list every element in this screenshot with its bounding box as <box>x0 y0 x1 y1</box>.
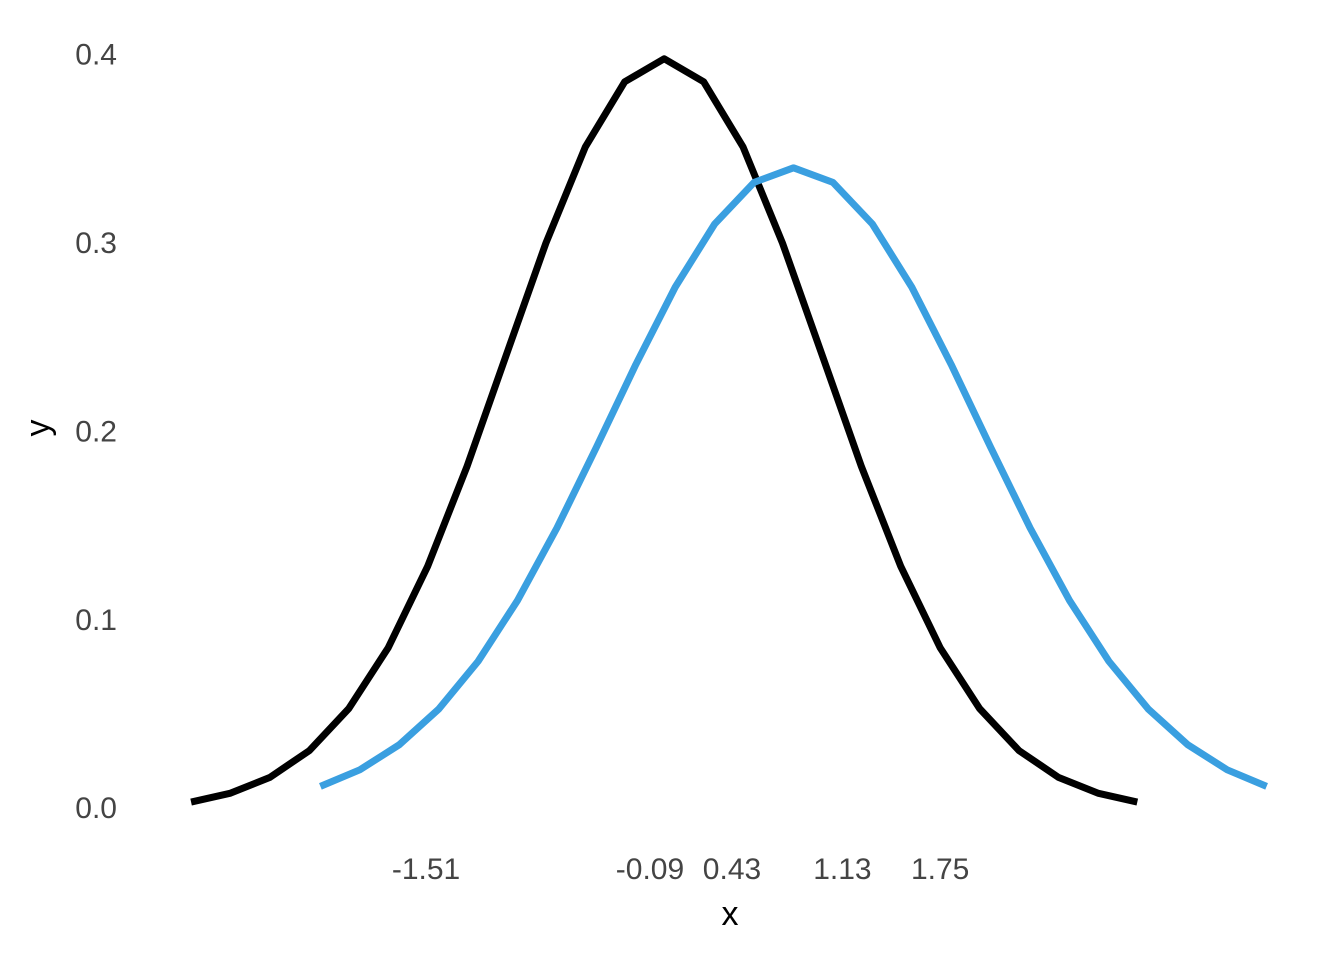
density-line <box>190 55 1139 806</box>
x-axis-title: x <box>722 895 739 933</box>
y-tick-label: 0.1 <box>75 604 117 637</box>
x-tick-label: -0.09 <box>616 853 684 886</box>
y-axis-title: y <box>19 420 57 437</box>
x-tick-label: -1.51 <box>392 853 460 886</box>
x-tick-label: 1.75 <box>911 853 969 886</box>
x-tick-label: 1.13 <box>813 853 871 886</box>
density-line <box>319 164 1268 790</box>
y-tick-label: 0.3 <box>75 227 117 260</box>
y-tick-label: 0.4 <box>75 39 117 72</box>
y-tick-label: 0.0 <box>75 792 117 825</box>
y-tick-label: 0.2 <box>75 415 117 448</box>
x-tick-label: 0.43 <box>703 853 761 886</box>
